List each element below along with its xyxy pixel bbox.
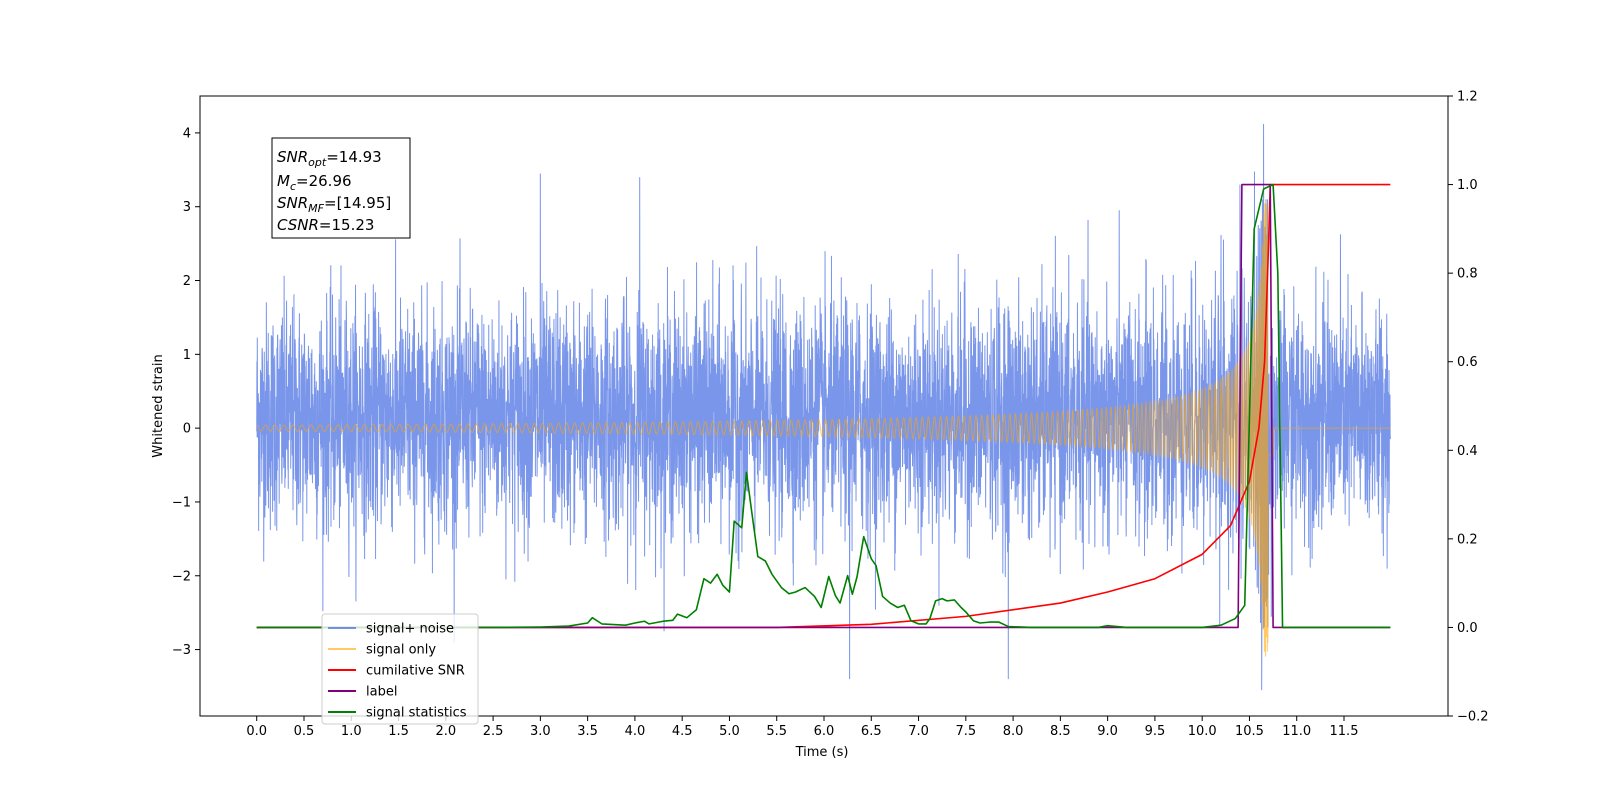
y-left-tick-label: 3 [183,200,191,215]
x-tick-label: 3.5 [577,724,598,739]
stat-snr-mf: SNRMF=[14.95] [277,194,391,215]
y-right-tick-label: 0.2 [1457,532,1478,547]
legend-entry-label: signal only [366,643,436,658]
y-right-tick-label: 0.0 [1457,621,1478,636]
stats-annotation: SNRopt=14.93 Mc=26.96 SNRMF=[14.95] CSNR… [271,137,411,239]
series-signal-statistics [256,183,1391,629]
x-tick-label: 8.5 [1050,724,1071,739]
x-axis: 0.0 0.5 1.0 1.5 2.0 2.5 3.0 3.5 4.0 4.5 5.0 5.5 6.0 6… [246,716,1358,739]
x-tick-label: 7.5 [955,724,976,739]
x-tick-label: 0.0 [246,724,267,739]
y-right-tick-label: 0.8 [1457,267,1478,282]
y-left-tick-label: 1 [183,348,191,363]
x-tick-label: 2.0 [435,724,456,739]
y-axis-left: −3 −2 −1 0 1 2 3 4 [172,126,200,658]
y-left-tick-label: 4 [183,126,191,141]
legend-box [321,613,479,725]
series-layer [256,124,1391,691]
y-right-tick-label: −0.2 [1457,710,1489,725]
x-tick-label: 7.0 [908,724,929,739]
y-axis-label: Whitened strain [151,354,166,457]
y-left-tick-label: −2 [172,569,191,584]
stat-snr-opt: SNRopt=14.93 [277,148,382,169]
stats-annotation-box [271,137,411,239]
x-tick-label: 8.0 [1003,724,1024,739]
legend: signal+ noise signal only cumilative SNR la… [321,613,479,725]
x-tick-label: 6.5 [861,724,882,739]
y-right-tick-label: 0.6 [1457,355,1478,370]
y-right-tick-label: 0.4 [1457,444,1478,459]
y-right-tick-label: 1.2 [1457,90,1478,105]
legend-entry-label: signal statistics [366,706,467,721]
x-tick-label: 1.5 [388,724,409,739]
y-left-tick-label: −1 [172,495,191,510]
x-tick-label: 11.5 [1330,724,1359,739]
stat-csnr: CSNR=15.23 [277,216,374,234]
x-tick-label: 6.0 [814,724,835,739]
x-tick-label: 2.5 [483,724,504,739]
y-left-tick-label: 2 [183,274,191,289]
x-tick-label: 10.0 [1188,724,1217,739]
x-tick-label: 0.5 [294,724,315,739]
series-cumulative-snr [256,183,1391,629]
x-tick-label: 10.5 [1235,724,1264,739]
x-tick-label: 4.5 [672,724,693,739]
y-axis-right: −0.2 0.0 0.2 0.4 0.6 0.8 1.0 1.2 [1448,90,1489,725]
y-left-tick-label: 0 [183,422,191,437]
y-left-tick-label: −3 [172,643,191,658]
x-tick-label: 3.0 [530,724,551,739]
x-tick-label: 1.0 [341,724,362,739]
legend-entry-label: label [366,685,397,700]
x-tick-label: 5.5 [766,724,787,739]
x-tick-label: 9.0 [1097,724,1118,739]
legend-entry-label: signal+ noise [366,622,454,637]
x-tick-label: 5.0 [719,724,740,739]
x-tick-label: 4.0 [625,724,646,739]
series-signal-only [256,201,1391,657]
legend-entry-label: cumilative SNR [366,664,465,679]
x-axis-label: Time (s) [795,745,849,760]
x-tick-label: 11.0 [1282,724,1311,739]
stat-mc: Mc=26.96 [277,172,352,193]
x-tick-label: 9.5 [1145,724,1166,739]
y-right-tick-label: 1.0 [1457,178,1478,193]
